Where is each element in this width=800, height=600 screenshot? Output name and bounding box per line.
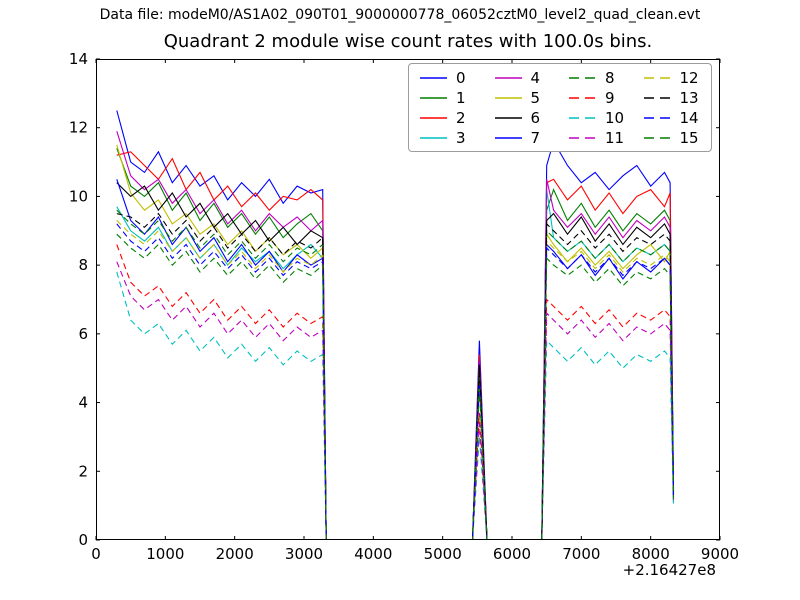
series-line-5 [116, 144, 675, 540]
x-tick-label: 6000 [493, 545, 531, 563]
x-tick-label: 1000 [146, 545, 184, 563]
x-tick-label: 4000 [354, 545, 392, 563]
series-line-7 [116, 179, 675, 540]
legend-item-10: 10 [560, 108, 635, 128]
y-tick-label: 6 [78, 325, 88, 343]
legend-item-label: 6 [530, 108, 541, 127]
x-tick-label: 0 [91, 545, 101, 563]
legend-item-label: 12 [679, 68, 699, 87]
y-tick-label: 14 [69, 50, 88, 68]
legend-item-label: 1 [456, 88, 466, 107]
x-tick-label: 9000 [701, 545, 739, 563]
legend-sample-line [494, 117, 522, 119]
series-line-9 [116, 244, 675, 540]
legend-sample-line [494, 137, 522, 139]
series-line-0 [116, 110, 675, 540]
legend-item-2: 2 [411, 108, 486, 128]
legend-sample-line [569, 97, 596, 99]
series-line-2 [116, 151, 675, 540]
legend-item-8: 8 [560, 68, 635, 88]
y-tick-label: 8 [78, 256, 88, 274]
legend-item-label: 7 [530, 128, 541, 147]
legend-item-label: 10 [605, 108, 625, 127]
legend-item-12: 12 [635, 68, 710, 88]
y-tick-label: 4 [78, 394, 88, 412]
legend-item-label: 2 [456, 108, 466, 127]
legend-item-3: 3 [411, 128, 486, 148]
x-axis-offset-label: +2.16427e8 [622, 561, 716, 579]
series-line-13 [116, 212, 675, 540]
series-line-10 [116, 271, 675, 540]
chart-title: Quadrant 2 module wise count rates with … [163, 31, 653, 52]
legend-item-7: 7 [486, 128, 561, 148]
legend-sample-line [569, 137, 596, 139]
series-lines [116, 110, 675, 540]
data-file-header: Data file: modeM0/AS1A02_090T01_90000007… [99, 7, 701, 23]
legend-sample-line [420, 77, 447, 79]
legend-item-label: 3 [456, 128, 466, 147]
legend-sample-line [569, 117, 596, 119]
legend-item-14: 14 [635, 108, 710, 128]
series-line-4 [116, 131, 675, 540]
legend-item-label: 13 [679, 88, 699, 107]
y-tick-label: 12 [69, 119, 88, 137]
legend-sample-line [643, 137, 671, 139]
series-line-11 [116, 261, 675, 540]
legend-item-15: 15 [635, 128, 710, 148]
tick-marks [95, 58, 721, 541]
legend: 0 1 2 3 4 5 6 7 8 9 10 11 12 13 14 15 [408, 63, 712, 152]
legend-item-1: 1 [411, 88, 486, 108]
x-tick-label: 8000 [632, 545, 670, 563]
legend-sample-line [643, 97, 671, 99]
legend-sample-line [643, 117, 671, 119]
legend-item-label: 14 [679, 108, 699, 127]
legend-item-label: 15 [679, 128, 699, 147]
legend-sample-line [569, 77, 596, 79]
series-line-15 [116, 233, 675, 540]
legend-item-0: 0 [411, 68, 486, 88]
x-tick-label: 5000 [424, 545, 462, 563]
series-line-8 [116, 209, 675, 540]
legend-sample-line [420, 117, 447, 119]
series-line-6 [116, 182, 675, 540]
y-tick-label: 2 [78, 462, 88, 480]
series-line-1 [116, 148, 675, 540]
legend-item-13: 13 [635, 88, 710, 108]
series-line-14 [116, 223, 675, 540]
x-tick-label: 7000 [562, 545, 600, 563]
legend-sample-line [420, 97, 447, 99]
legend-sample-line [494, 97, 522, 99]
legend-item-label: 8 [605, 68, 615, 87]
legend-sample-line [494, 77, 522, 79]
legend-item-6: 6 [486, 108, 561, 128]
legend-item-label: 5 [530, 88, 541, 107]
legend-item-9: 9 [560, 88, 635, 108]
legend-item-label: 4 [530, 68, 541, 87]
series-line-3 [116, 189, 675, 540]
axes-frame [96, 59, 720, 540]
legend-item-4: 4 [486, 68, 561, 88]
legend-sample-line [420, 137, 447, 139]
y-tick-label: 0 [78, 531, 88, 549]
legend-item-5: 5 [486, 88, 561, 108]
y-tick-label: 10 [69, 187, 88, 205]
legend-item-label: 9 [605, 88, 615, 107]
x-tick-label: 2000 [216, 545, 254, 563]
x-tick-label: 3000 [285, 545, 323, 563]
legend-item-11: 11 [560, 128, 635, 148]
legend-sample-line [643, 77, 671, 79]
legend-item-label: 11 [605, 128, 625, 147]
legend-item-label: 0 [456, 68, 466, 87]
